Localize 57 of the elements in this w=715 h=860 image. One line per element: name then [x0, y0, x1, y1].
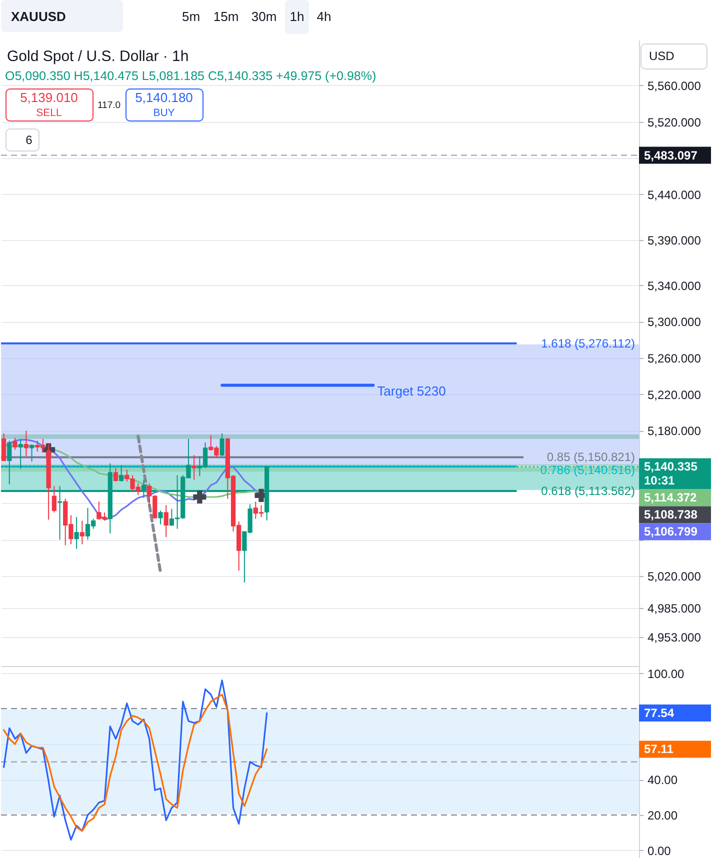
- ref-line-label: 0.85 (5,150.821): [546, 450, 635, 464]
- text: 10:31: [644, 474, 676, 488]
- candlestick: [1, 432, 6, 462]
- text: Gold Spot / U.S. Dollar · 1h: [7, 48, 189, 65]
- candlestick: [24, 430, 28, 457]
- candlestick: [52, 486, 56, 513]
- y-tick-label: 5,300.000: [648, 315, 702, 330]
- annotation: 117.0: [97, 100, 121, 111]
- text: 5,106.799: [644, 524, 698, 539]
- y-tick-label: 5,020.000: [648, 570, 702, 584]
- text: 1h: [290, 9, 304, 24]
- candlestick: [220, 432, 224, 457]
- text: 5m: [182, 9, 200, 24]
- text: 4h: [316, 9, 332, 24]
- candlestick: [74, 516, 79, 550]
- point: [193, 490, 206, 504]
- y-tick-label: 5,440.000: [648, 188, 702, 202]
- candlestick: [164, 504, 168, 538]
- candlestick: [12, 437, 18, 450]
- text: O5,090.350 H5,140.475 L5,081.185 C5,140.335 +49.975 (+0.98%): [5, 69, 376, 83]
- ref-line-label: 1.618 (5,276.112): [541, 336, 635, 350]
- annotation: 5,139.010: [20, 90, 78, 105]
- y-tick-label: 5,180.000: [648, 424, 702, 438]
- annotation: SELL: [36, 107, 62, 119]
- text: 77.54: [644, 706, 674, 720]
- annotation: BUY: [153, 107, 175, 119]
- y-tick-label: 5,560.000: [648, 78, 702, 93]
- candlestick: [158, 510, 163, 525]
- text: USD: [649, 49, 675, 63]
- y-tick-label: 5,220.000: [648, 388, 702, 402]
- annotation: 6: [26, 133, 33, 147]
- annotation: 5,140.180: [135, 90, 193, 105]
- y-tick-label: 100.00: [648, 666, 685, 681]
- ref-line-label: 5,140.335: [644, 460, 698, 474]
- y-tick-label: 40.00: [648, 773, 678, 788]
- text: 5,114.372: [644, 490, 698, 505]
- series-label: Target 5230: [377, 383, 446, 398]
- y-tick-label: 0.00: [648, 844, 672, 858]
- candlestick: [113, 467, 118, 482]
- ref-line-label: 0.786 (5,140.516): [540, 463, 635, 478]
- text: 15m: [213, 9, 239, 24]
- candlestick: [29, 444, 34, 462]
- text: 5,108.738: [644, 508, 698, 522]
- text: 30m: [251, 9, 277, 24]
- candlestick: [80, 520, 84, 545]
- y-tick-label: 4,985.000: [648, 601, 702, 616]
- text: 57.11: [644, 742, 674, 756]
- y-tick-label: 5,340.000: [648, 278, 702, 293]
- y-tick-label: 4,953.000: [648, 630, 702, 644]
- text: XAUUSD: [11, 9, 66, 24]
- candlestick: [192, 454, 196, 480]
- y-tick-label: 5,390.000: [648, 233, 702, 248]
- ref-line-label: 5,483.097: [644, 148, 698, 162]
- y-tick-label: 20.00: [648, 808, 678, 822]
- ref-line-label: 0.618 (5,113.562): [541, 484, 635, 498]
- y-tick-label: 5,260.000: [648, 351, 702, 366]
- y-tick-label: 5,520.000: [648, 115, 702, 130]
